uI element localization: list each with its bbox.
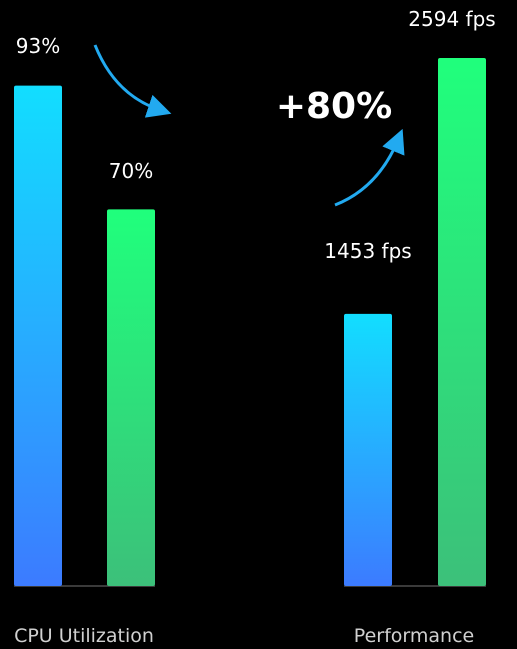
perf-increase-callout: +80% — [276, 86, 392, 127]
perf-value-label-before: 1453 fps — [324, 239, 411, 263]
perf-bar-before — [344, 313, 392, 586]
cpu-arrow — [93, 44, 172, 118]
perf-value-label-after: 2594 fps — [408, 7, 495, 31]
performance-group: 1453 fps 2594 fps +80% Performance — [276, 7, 496, 647]
cpu-bar-after — [107, 209, 155, 586]
cpu-value-label-after: 70% — [109, 159, 153, 183]
cpu-utilization-group: 93% 70% CPU Utilization — [14, 34, 172, 647]
perf-arrow — [334, 128, 405, 207]
perf-bar-after — [438, 58, 486, 586]
perf-axis-label: Performance — [354, 625, 474, 647]
cpu-bar-before — [14, 85, 62, 586]
cpu-value-label-before: 93% — [16, 34, 60, 58]
cpu-axis-label: CPU Utilization — [14, 625, 154, 647]
